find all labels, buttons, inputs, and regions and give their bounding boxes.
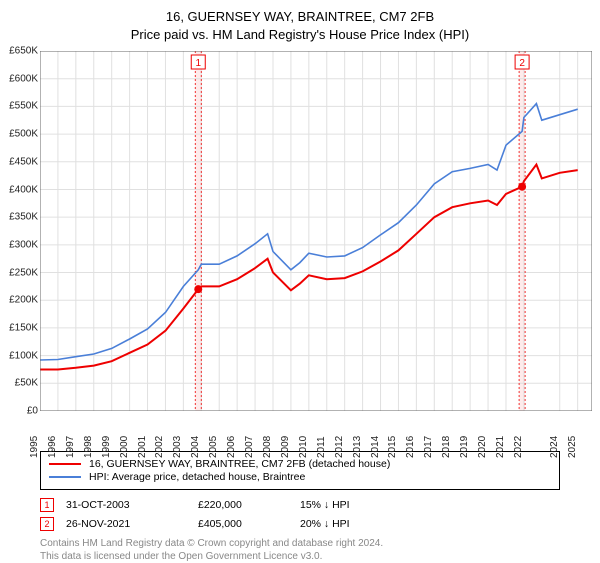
y-tick-label: £450K: [2, 156, 38, 167]
x-tick-label: 2022: [513, 428, 524, 458]
x-tick-label: 1998: [83, 428, 94, 458]
legend-label: 16, GUERNSEY WAY, BRAINTREE, CM7 2FB (de…: [89, 458, 390, 470]
legend-item: 16, GUERNSEY WAY, BRAINTREE, CM7 2FB (de…: [49, 458, 551, 470]
chart-subtitle: Price paid vs. HM Land Registry's House …: [0, 26, 600, 44]
x-tick-label: 2008: [262, 428, 273, 458]
x-tick-label: 2013: [352, 428, 363, 458]
title-block: 16, GUERNSEY WAY, BRAINTREE, CM7 2FB Pri…: [0, 8, 600, 43]
x-tick-label: 2024: [549, 428, 560, 458]
y-tick-label: £550K: [2, 101, 38, 112]
y-tick-label: £400K: [2, 184, 38, 195]
x-tick-label: 2020: [477, 428, 488, 458]
transaction-marker-box: 1: [40, 498, 54, 512]
attribution-line-2: This data is licensed under the Open Gov…: [40, 550, 560, 563]
transactions-table: 1 31-OCT-2003 £220,000 15% ↓ HPI 2 26-NOV-202…: [40, 498, 560, 531]
y-tick-label: £650K: [2, 46, 38, 57]
chart-container: 16, GUERNSEY WAY, BRAINTREE, CM7 2FB Pri…: [0, 0, 600, 560]
transaction-date: 26-NOV-2021: [66, 518, 186, 530]
x-tick-label: 2018: [441, 428, 452, 458]
legend-label: HPI: Average price, detached house, Brai…: [89, 471, 305, 483]
legend-item: HPI: Average price, detached house, Brai…: [49, 471, 551, 483]
x-tick-label: 2001: [137, 428, 148, 458]
y-tick-label: £350K: [2, 212, 38, 223]
svg-text:1: 1: [195, 58, 201, 69]
x-tick-label: 2019: [459, 428, 470, 458]
x-tick-label: 1999: [101, 428, 112, 458]
x-tick-label: 1995: [29, 428, 40, 458]
x-tick-label: 2014: [370, 428, 381, 458]
y-tick-label: £50K: [2, 378, 38, 389]
legend-swatch: [49, 463, 81, 465]
x-tick-label: 2016: [405, 428, 416, 458]
transaction-pct: 20% ↓ HPI: [300, 518, 400, 530]
x-tick-label: 2017: [423, 428, 434, 458]
x-tick-label: 2011: [316, 428, 327, 458]
x-tick-label: 2003: [172, 428, 183, 458]
x-axis-labels: 1995199619971998199920002001200220032004…: [40, 413, 592, 443]
x-tick-label: 2021: [495, 428, 506, 458]
x-tick-label: 2007: [244, 428, 255, 458]
transaction-row: 2 26-NOV-2021 £405,000 20% ↓ HPI: [40, 517, 560, 531]
legend-swatch: [49, 476, 81, 478]
x-tick-label: 2010: [298, 428, 309, 458]
y-tick-label: £600K: [2, 73, 38, 84]
x-tick-label: 2006: [226, 428, 237, 458]
transaction-price: £405,000: [198, 518, 288, 530]
x-tick-label: 2012: [334, 428, 345, 458]
attribution: Contains HM Land Registry data © Crown c…: [40, 537, 560, 563]
chart-svg: 12: [40, 51, 592, 411]
y-tick-label: £500K: [2, 129, 38, 140]
y-tick-label: £300K: [2, 239, 38, 250]
y-axis-labels: £0£50K£100K£150K£200K£250K£300K£350K£400…: [2, 51, 38, 411]
x-tick-label: 2025: [567, 428, 578, 458]
transaction-marker-box: 2: [40, 517, 54, 531]
x-tick-label: 2002: [154, 428, 165, 458]
y-tick-label: £0: [2, 406, 38, 417]
transaction-date: 31-OCT-2003: [66, 499, 186, 511]
x-tick-label: 2004: [190, 428, 201, 458]
transaction-pct: 15% ↓ HPI: [300, 499, 400, 511]
chart-area: 12 £0£50K£100K£150K£200K£250K£300K£350K£…: [40, 51, 592, 411]
x-tick-label: 2009: [280, 428, 291, 458]
x-tick-label: 1997: [65, 428, 76, 458]
chart-title: 16, GUERNSEY WAY, BRAINTREE, CM7 2FB: [0, 8, 600, 26]
transaction-price: £220,000: [198, 499, 288, 511]
x-tick-label: 1996: [47, 428, 58, 458]
svg-text:2: 2: [519, 58, 525, 69]
x-tick-label: 2015: [387, 428, 398, 458]
y-tick-label: £200K: [2, 295, 38, 306]
attribution-line-1: Contains HM Land Registry data © Crown c…: [40, 537, 560, 550]
y-tick-label: £250K: [2, 267, 38, 278]
transaction-row: 1 31-OCT-2003 £220,000 15% ↓ HPI: [40, 498, 560, 512]
y-tick-label: £150K: [2, 323, 38, 334]
y-tick-label: £100K: [2, 350, 38, 361]
x-tick-label: 2000: [119, 428, 130, 458]
x-tick-label: 2005: [208, 428, 219, 458]
